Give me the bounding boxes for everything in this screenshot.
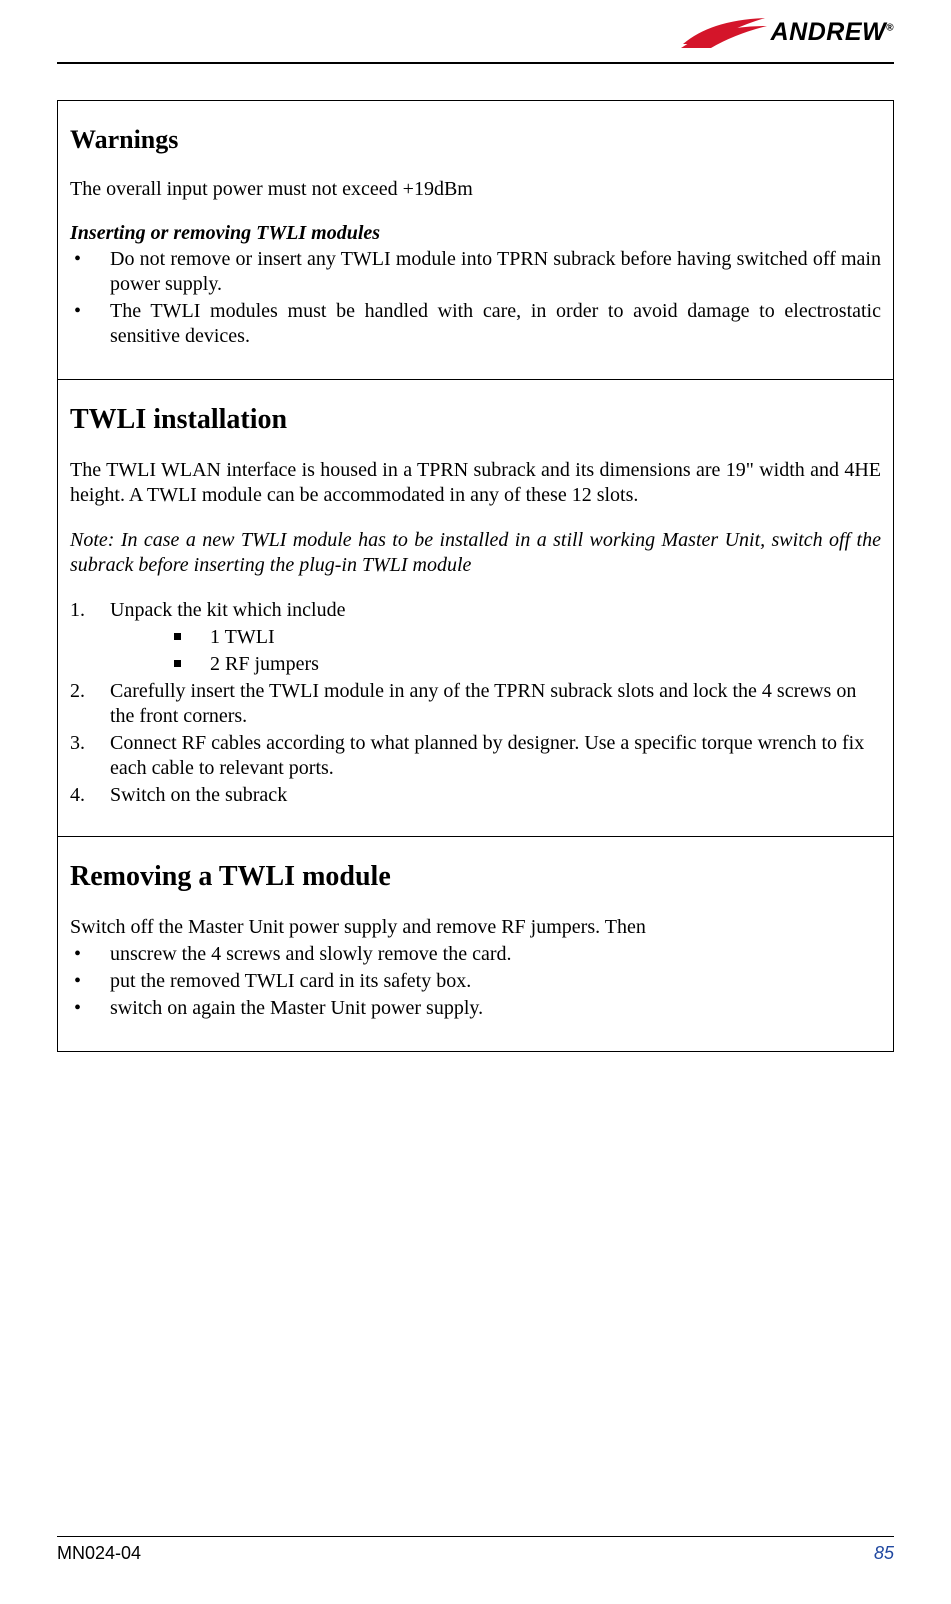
list-item: put the removed TWLI card in its safety … bbox=[70, 969, 881, 994]
installation-note: Note: In case a new TWLI module has to b… bbox=[70, 528, 881, 578]
list-item: The TWLI modules must be handled with ca… bbox=[70, 299, 881, 349]
section-installation: TWLI installation The TWLI WLAN interfac… bbox=[57, 380, 894, 837]
section-removing: Removing a TWLI module Switch off the Ma… bbox=[57, 837, 894, 1052]
list-item: 2 RF jumpers bbox=[174, 652, 881, 677]
warnings-title: Warnings bbox=[70, 125, 881, 155]
page: ANDREW® Warnings The overall input power… bbox=[0, 0, 951, 1604]
header-rule bbox=[57, 62, 894, 64]
warnings-intro: The overall input power must not exceed … bbox=[70, 177, 881, 202]
page-footer: MN024-04 85 bbox=[57, 1536, 894, 1564]
brand-swoosh-icon bbox=[681, 14, 767, 50]
warnings-bullets: Do not remove or insert any TWLI module … bbox=[70, 247, 881, 349]
list-item: 1 TWLI bbox=[174, 625, 881, 650]
warnings-subhead: Inserting or removing TWLI modules bbox=[70, 222, 881, 245]
step-text: Unpack the kit which include bbox=[110, 599, 346, 621]
list-item: Switch on the subrack bbox=[70, 783, 881, 808]
footer-rule bbox=[57, 1536, 894, 1537]
removing-title: Removing a TWLI module bbox=[70, 861, 881, 893]
list-item: Do not remove or insert any TWLI module … bbox=[70, 247, 881, 297]
removing-bullets: unscrew the 4 screws and slowly remove t… bbox=[70, 942, 881, 1021]
list-item: Connect RF cables according to what plan… bbox=[70, 731, 881, 781]
list-item: unscrew the 4 screws and slowly remove t… bbox=[70, 942, 881, 967]
footer-row: MN024-04 85 bbox=[57, 1543, 894, 1564]
installation-title: TWLI installation bbox=[70, 404, 881, 436]
installation-intro: The TWLI WLAN interface is housed in a T… bbox=[70, 458, 881, 508]
document-id: MN024-04 bbox=[57, 1543, 141, 1564]
list-item: switch on again the Master Unit power su… bbox=[70, 996, 881, 1021]
content-area: Warnings The overall input power must no… bbox=[57, 100, 894, 1052]
brand-name: ANDREW® bbox=[771, 18, 894, 47]
installation-steps: Unpack the kit which include 1 TWLI 2 RF… bbox=[70, 598, 881, 808]
section-warnings: Warnings The overall input power must no… bbox=[57, 100, 894, 380]
page-number: 85 bbox=[874, 1543, 894, 1564]
brand-logo: ANDREW® bbox=[681, 14, 894, 50]
list-item: Carefully insert the TWLI module in any … bbox=[70, 679, 881, 729]
list-item: Unpack the kit which include 1 TWLI 2 RF… bbox=[70, 598, 881, 677]
removing-intro: Switch off the Master Unit power supply … bbox=[70, 915, 881, 940]
kit-contents: 1 TWLI 2 RF jumpers bbox=[174, 625, 881, 677]
